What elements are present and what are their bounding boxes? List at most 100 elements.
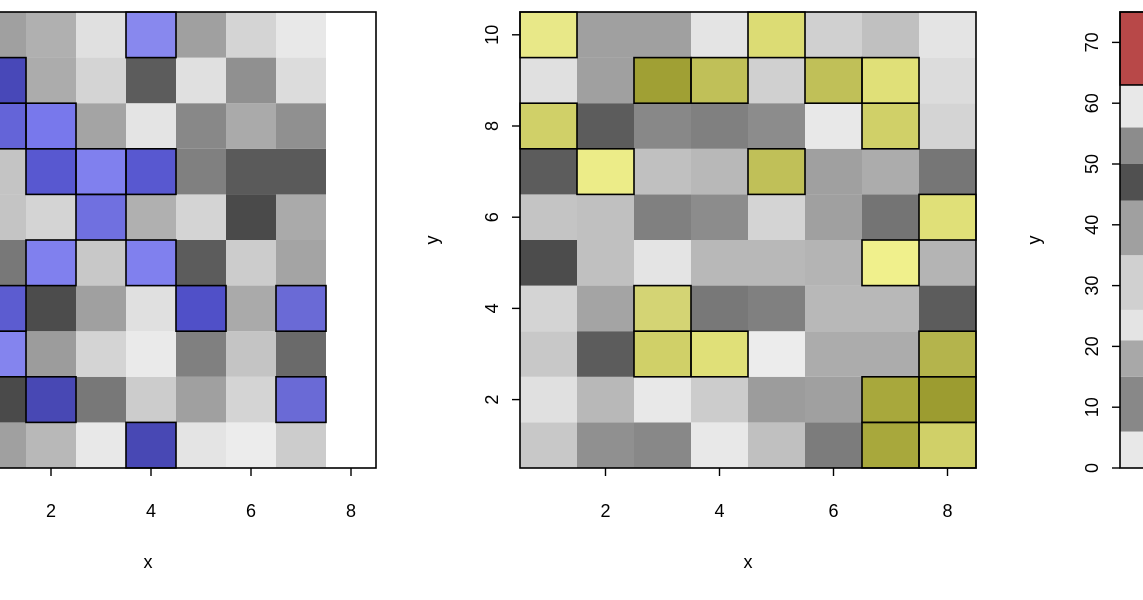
highlight-border-x4-y3 bbox=[690, 330, 749, 378]
cell-x5-y8 bbox=[176, 103, 226, 149]
cell-x2-y3 bbox=[577, 331, 634, 377]
panel-1-x-axis-label: x bbox=[144, 552, 153, 572]
cell-x6-y8 bbox=[226, 103, 276, 149]
cell-x1-y3 bbox=[520, 331, 577, 377]
cell-x3-y2 bbox=[76, 376, 126, 423]
cell-x6-y2 bbox=[805, 376, 862, 423]
cell-x7-y4 bbox=[276, 285, 326, 332]
band-1 bbox=[1120, 376, 1143, 432]
cell-x7-y6 bbox=[276, 194, 326, 240]
cell-x5-y9 bbox=[748, 57, 805, 104]
highlight-border-x2-y8 bbox=[25, 102, 77, 150]
cell-x7-y10 bbox=[276, 12, 326, 58]
y-tick-label-2: 2 bbox=[482, 395, 502, 405]
band-8 bbox=[1120, 84, 1143, 128]
cell-x7-y2 bbox=[276, 376, 326, 423]
cell-x1-y7 bbox=[520, 148, 577, 195]
cell-x1-y7 bbox=[0, 148, 26, 195]
cell-x7-y6 bbox=[862, 194, 919, 240]
cell-x2-y7 bbox=[26, 148, 76, 195]
cell-x1-y4 bbox=[520, 285, 577, 332]
cell-x4-y6 bbox=[691, 194, 748, 240]
cell-x7-y8 bbox=[276, 103, 326, 149]
panel-2-x-axis-label: x bbox=[744, 552, 753, 572]
cell-x5-y6 bbox=[176, 194, 226, 240]
cell-x6-y3 bbox=[805, 331, 862, 377]
cell-x2-y9 bbox=[26, 57, 76, 104]
cell-x3-y3 bbox=[76, 331, 126, 377]
cell-x5-y6 bbox=[748, 194, 805, 240]
band-4 bbox=[1120, 255, 1143, 310]
cell-x5-y5 bbox=[748, 240, 805, 286]
cell-x1-y9 bbox=[520, 57, 577, 104]
highlight-border-x4-y9 bbox=[690, 56, 749, 104]
cell-x3-y1 bbox=[634, 422, 691, 468]
cell-x3-y5 bbox=[634, 240, 691, 286]
cell-x1-y6 bbox=[0, 194, 26, 240]
x-tick-label-8: 8 bbox=[346, 501, 356, 521]
cell-x2-y10 bbox=[577, 12, 634, 58]
cell-x6-y7 bbox=[226, 148, 276, 195]
y-tick-label-50: 50 bbox=[1082, 154, 1102, 174]
cell-x7-y5 bbox=[276, 240, 326, 286]
cell-x2-y2 bbox=[26, 376, 76, 423]
cell-x8-y10 bbox=[919, 12, 976, 58]
x-tick-label-4: 4 bbox=[714, 501, 724, 521]
cell-x6-y4 bbox=[805, 285, 862, 332]
cell-x6-y1 bbox=[226, 422, 276, 468]
cell-x7-y7 bbox=[862, 148, 919, 195]
cell-x3-y6 bbox=[634, 194, 691, 240]
highlight-border-x1-y4 bbox=[0, 284, 27, 333]
band-3 bbox=[1120, 309, 1143, 341]
cell-x8-y2 bbox=[919, 376, 976, 423]
y-tick-label-30: 30 bbox=[1082, 276, 1102, 296]
cell-x3-y9 bbox=[76, 57, 126, 104]
band-9 bbox=[1120, 12, 1143, 85]
cell-x3-y10 bbox=[634, 12, 691, 58]
y-tick-label-20: 20 bbox=[1082, 336, 1102, 356]
cell-x6-y9 bbox=[805, 57, 862, 104]
cell-x5-y7 bbox=[748, 148, 805, 195]
highlight-border-x7-y4 bbox=[275, 284, 327, 333]
cell-x7-y7 bbox=[276, 148, 326, 195]
cell-x6-y5 bbox=[805, 240, 862, 286]
cell-x2-y4 bbox=[577, 285, 634, 332]
highlight-border-x3-y4 bbox=[633, 284, 692, 333]
cell-x3-y2 bbox=[634, 376, 691, 423]
cell-x7-y10 bbox=[862, 12, 919, 58]
cell-x7-y8 bbox=[862, 103, 919, 149]
cell-x5-y1 bbox=[748, 422, 805, 468]
cell-x2-y1 bbox=[577, 422, 634, 468]
cell-x1-y1 bbox=[0, 422, 26, 468]
cell-x3-y8 bbox=[634, 103, 691, 149]
highlight-border-x5-y7 bbox=[747, 148, 806, 196]
cell-x5-y4 bbox=[748, 285, 805, 332]
cell-x3-y8 bbox=[76, 103, 126, 149]
cell-x8-y7 bbox=[919, 148, 976, 195]
plot-frame bbox=[1119, 11, 1143, 469]
cell-x7-y1 bbox=[862, 422, 919, 468]
cell-x3-y7 bbox=[76, 148, 126, 195]
cell-x5-y3 bbox=[176, 331, 226, 377]
cell-x3-y10 bbox=[76, 12, 126, 58]
cell-x5-y9 bbox=[176, 57, 226, 104]
highlight-border-x7-y2 bbox=[275, 375, 327, 424]
cell-x5-y1 bbox=[176, 422, 226, 468]
cell-x4-y6 bbox=[126, 194, 176, 240]
cell-x4-y8 bbox=[126, 103, 176, 149]
cell-x7-y5 bbox=[862, 240, 919, 286]
y-tick-label-60: 60 bbox=[1082, 93, 1102, 113]
plot-frame bbox=[519, 11, 977, 469]
cell-x5-y8 bbox=[748, 103, 805, 149]
highlight-border-x7-y9 bbox=[861, 56, 920, 104]
y-tick-label-6: 6 bbox=[482, 212, 502, 222]
cell-x3-y5 bbox=[76, 240, 126, 286]
cell-x5-y4 bbox=[176, 285, 226, 332]
band-0 bbox=[1120, 431, 1143, 468]
cell-x6-y4 bbox=[226, 285, 276, 332]
cell-x4-y3 bbox=[691, 331, 748, 377]
cell-x5-y5 bbox=[176, 240, 226, 286]
cell-x7-y9 bbox=[276, 57, 326, 104]
plot-frame bbox=[0, 11, 377, 469]
